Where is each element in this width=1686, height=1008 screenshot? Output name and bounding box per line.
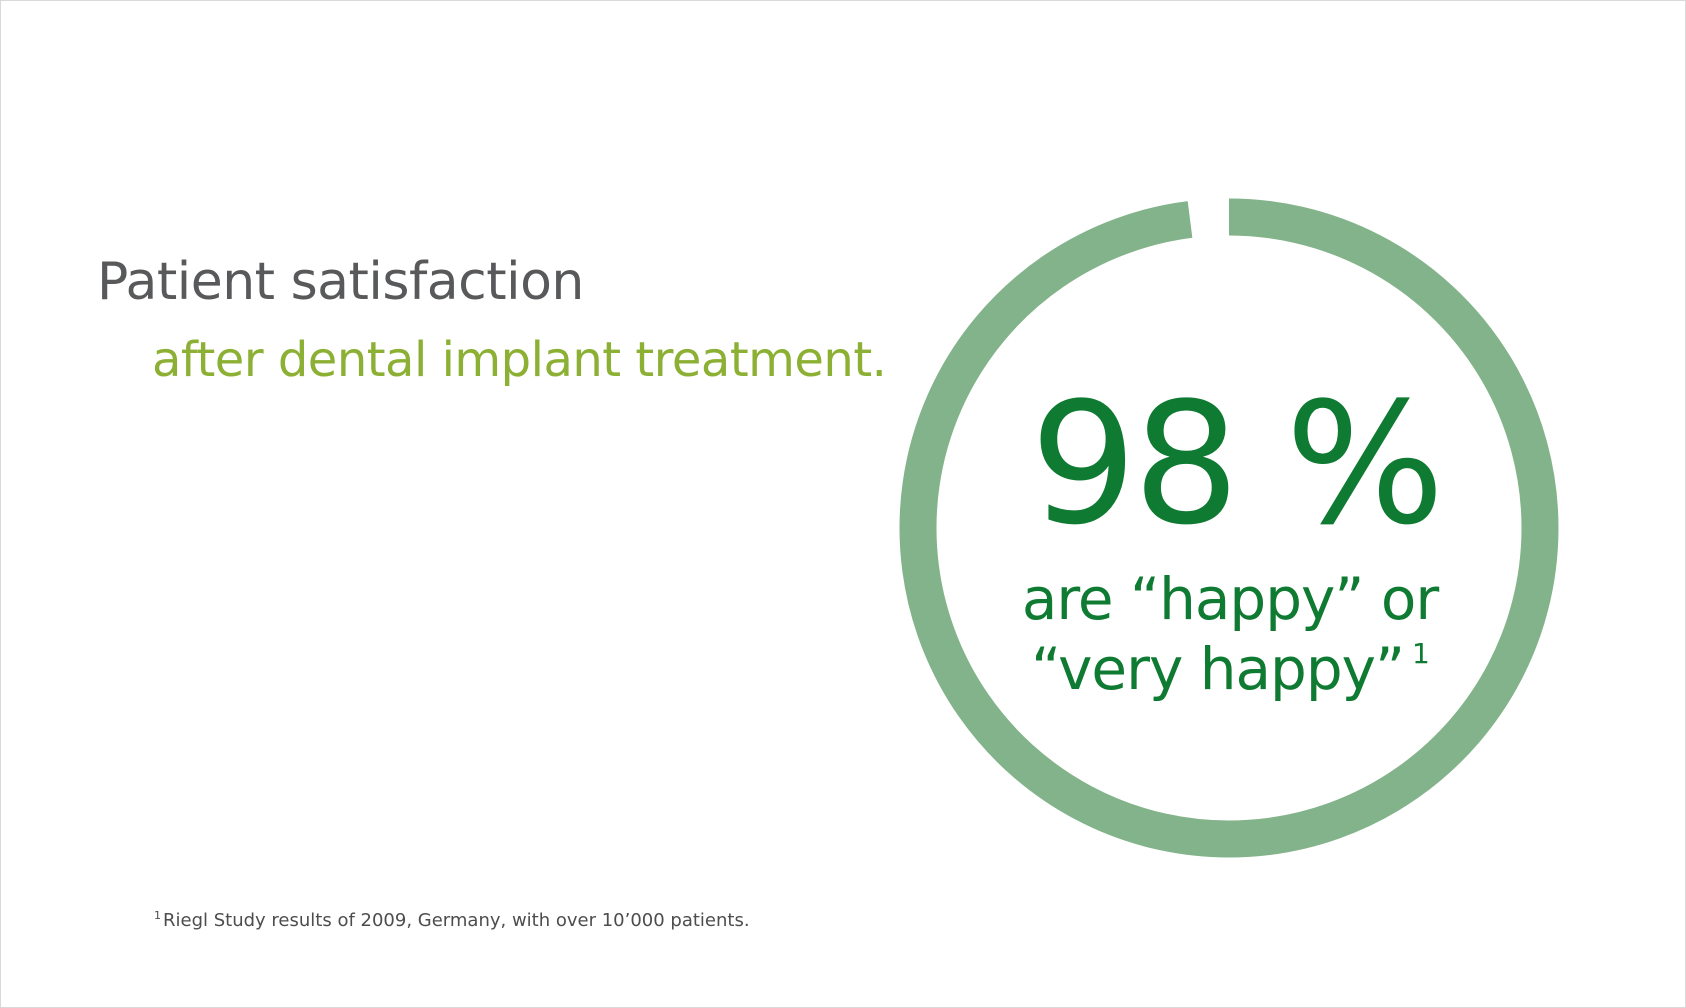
result-label-line-2: “very happy” 1	[1000, 637, 1460, 699]
slide-subtitle: after dental implant treatment.	[152, 332, 887, 388]
slide-title: Patient satisfaction	[97, 252, 584, 312]
result-label-line-2-text: “very happy”	[1031, 635, 1405, 703]
percentage-value: 98 %	[1030, 366, 1445, 562]
footnote-marker: 1	[1412, 637, 1430, 670]
result-label-line-1: are “happy” or	[1021, 565, 1439, 633]
footnote-marker: 1	[154, 909, 161, 922]
footnote: 1 Riegl Study results of 2009, Germany, w…	[154, 910, 750, 930]
footnote-text: Riegl Study results of 2009, Germany, wi…	[163, 910, 750, 931]
donut-slice-happy	[899, 198, 1559, 858]
